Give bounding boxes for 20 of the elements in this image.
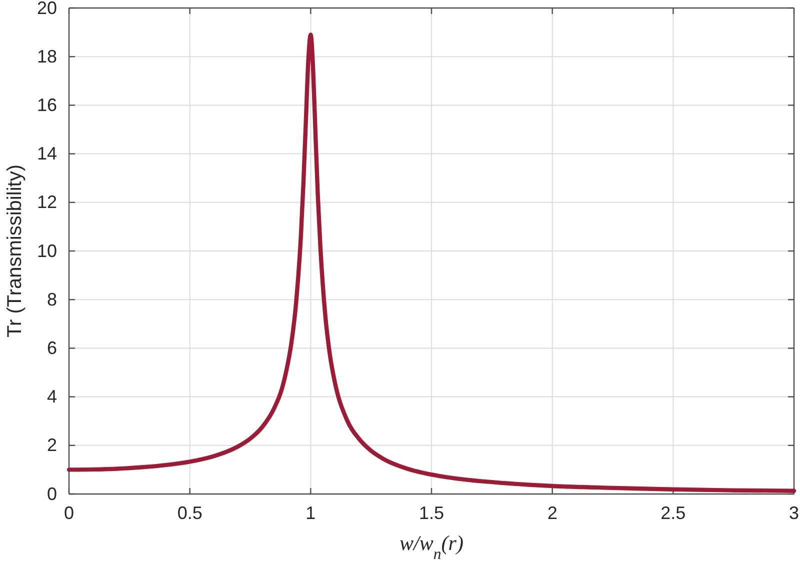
y-tick-label: 8 [46, 289, 57, 310]
y-tick-label: 6 [46, 338, 57, 358]
y-tick-label: 10 [36, 240, 57, 261]
y-tick-label: 14 [36, 144, 57, 164]
x-tick-label: 0.5 [177, 502, 202, 523]
x-tick-label: 0 [64, 502, 74, 523]
x-tick-label: 1.5 [418, 502, 444, 523]
y-tick-label: 20 [36, 0, 57, 18]
x-axis-title: w/w$_{n}$(r) [400, 531, 464, 562]
y-tick-label: 0 [46, 484, 57, 504]
y-axis-title: Tr (Transmissibility) [4, 164, 26, 338]
y-tick-label: 18 [36, 46, 57, 66]
x-tick-label: 2 [547, 502, 558, 523]
y-tick-label: 12 [36, 192, 57, 212]
y-tick-label: 2 [46, 435, 57, 456]
x-tick-label: 2.5 [660, 502, 686, 523]
x-tick-label: 1 [306, 502, 316, 523]
y-tick-label: 16 [36, 94, 57, 115]
y-tick-label: 4 [46, 386, 57, 407]
x-tick-label: 3 [788, 502, 800, 523]
